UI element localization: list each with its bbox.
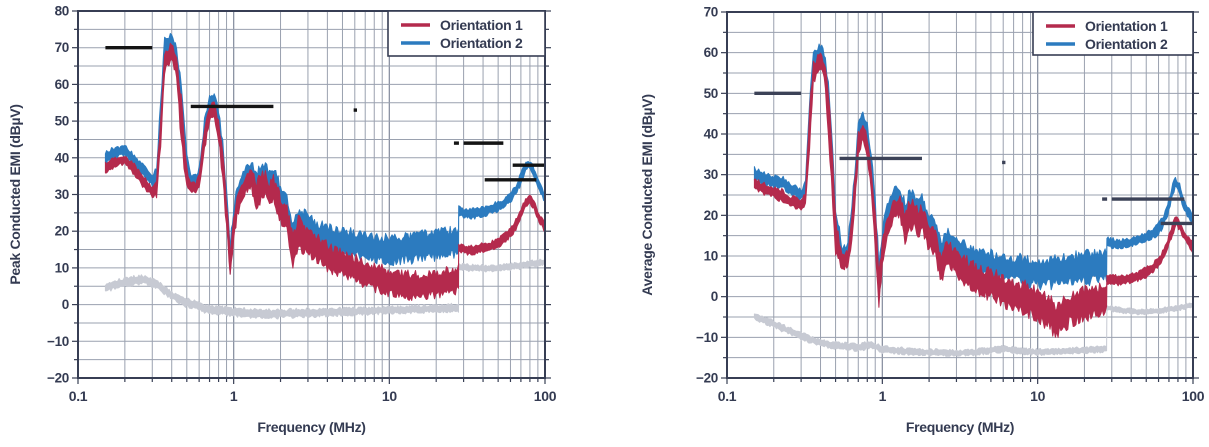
legend-label: Orientation 1 (440, 17, 523, 33)
y-tick-label: 60 (704, 45, 718, 60)
y-tick-label: 30 (704, 167, 718, 182)
plot-border (726, 11, 1194, 379)
y-tick-label: 50 (704, 86, 718, 101)
y-tick-label: 50 (55, 114, 69, 129)
y-tick-label: 60 (55, 77, 69, 92)
y-tick-label: 10 (55, 260, 69, 275)
y-axis-title: Peak Conducted EMI (dBµV) (7, 104, 23, 284)
legend: Orientation 1 Orientation 2 (1032, 11, 1194, 56)
x-tick-label: 10 (1030, 388, 1045, 404)
y-tick-label: −10 (47, 334, 69, 349)
x-tick-label: 100 (1182, 388, 1205, 404)
x-tick-label: 0.1 (69, 388, 88, 404)
limit-lines (754, 91, 1193, 226)
x-axis-title: Frequency (MHz) (257, 419, 365, 435)
axis-ticks (72, 10, 551, 384)
y-tick-label: −20 (696, 371, 718, 386)
y-tick-label: −10 (696, 330, 718, 345)
legend-box (1032, 11, 1194, 56)
trace-noise-floor (753, 302, 1193, 357)
x-tick-label: 10 (382, 388, 397, 404)
x-tick-label: 1 (230, 388, 238, 404)
trace-noise-floor (104, 258, 545, 320)
y-tick-label: 20 (55, 224, 69, 239)
limit-lines (105, 46, 545, 182)
legend-label: Orientation 2 (1085, 36, 1168, 52)
legend-label: Orientation 1 (1085, 18, 1168, 34)
y-tick-label: 0 (711, 289, 718, 304)
y-tick-label: 80 (55, 4, 69, 19)
y-tick-label: 70 (55, 40, 69, 55)
x-axis-title: Frequency (MHz) (906, 419, 1014, 435)
y-tick-label: −20 (47, 371, 69, 386)
y-axis-title: Average Conducted EMI (dBµV) (639, 94, 655, 295)
x-tick-label: 100 (534, 388, 557, 404)
legend-box (387, 10, 546, 57)
y-tick-label: 20 (704, 208, 718, 223)
plot-border (77, 10, 546, 379)
y-tick-label: 40 (704, 127, 718, 142)
y-tick-label: 10 (704, 249, 718, 264)
grid (77, 10, 546, 379)
legend-label: Orientation 2 (440, 35, 523, 51)
x-tick-label: 0.1 (718, 388, 737, 404)
y-tick-label: 0 (62, 297, 69, 312)
legend: Orientation 1 Orientation 2 (387, 10, 546, 57)
x-tick-label: 1 (879, 388, 887, 404)
y-tick-label: 30 (55, 187, 69, 202)
trace-orientation-1 (753, 52, 1193, 338)
y-tick-label: 70 (704, 5, 718, 20)
y-tick-label: 40 (55, 150, 69, 165)
